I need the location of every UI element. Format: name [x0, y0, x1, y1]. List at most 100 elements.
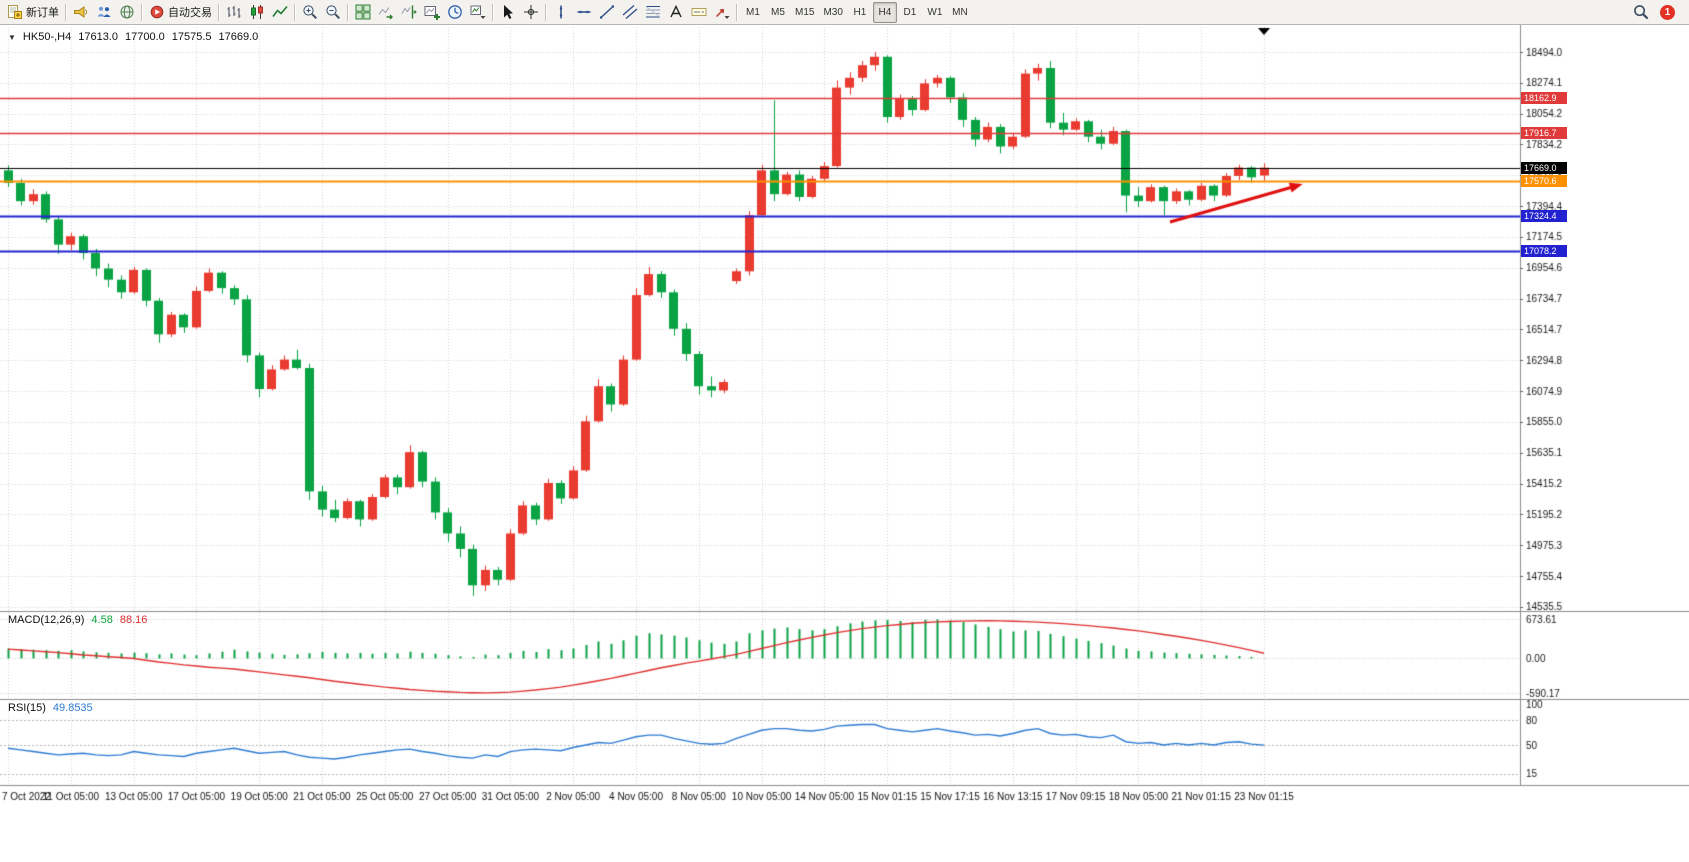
arrows-icon	[714, 4, 730, 20]
tile-windows-icon	[355, 4, 371, 20]
chart-canvas[interactable]	[0, 25, 1689, 862]
period-dropdown-button[interactable]	[444, 2, 466, 23]
zoom-out-button[interactable]	[322, 2, 344, 23]
trendline-button[interactable]	[596, 2, 618, 23]
support-line-blue-lower-badge: 17078.2	[1521, 244, 1567, 257]
clock-icon	[447, 4, 463, 20]
new-order-button[interactable]: 新订单	[4, 2, 62, 23]
new-order-button-label: 新订单	[26, 7, 59, 19]
toolbar-separator	[65, 3, 67, 21]
search-icon	[1633, 4, 1649, 20]
zoom-in-icon	[302, 4, 318, 20]
trendline-icon	[599, 4, 615, 20]
fibonacci-button[interactable]	[642, 2, 664, 23]
toolbar-separator	[347, 3, 349, 21]
channel-button[interactable]	[619, 2, 641, 23]
community-button[interactable]	[93, 2, 115, 23]
timeframe-m1-button[interactable]: M1	[741, 2, 765, 23]
channel-icon	[622, 4, 638, 20]
symbol-label: HK50-,H4	[22, 31, 72, 43]
auto-scroll-icon	[378, 4, 394, 20]
text-label-button[interactable]	[688, 2, 710, 23]
macd-signal-value: 88.16	[119, 614, 148, 626]
toolbar-separator	[545, 3, 547, 21]
low-value: 17575.5	[171, 31, 212, 43]
text-icon	[668, 4, 684, 20]
globe-icon	[119, 4, 135, 20]
crosshair-button[interactable]	[520, 2, 542, 23]
horizontal-line-button[interactable]	[573, 2, 595, 23]
rsi-value: 49.8535	[52, 702, 93, 714]
search-button[interactable]	[1630, 2, 1652, 23]
toolbar-group: 新订单	[4, 2, 62, 23]
text-button[interactable]	[665, 2, 687, 23]
alerts-button[interactable]	[70, 2, 92, 23]
timeframe-w1-button[interactable]: W1	[923, 2, 947, 23]
new-chart-button[interactable]	[421, 2, 443, 23]
line-chart-button[interactable]	[269, 2, 291, 23]
line-chart-icon	[272, 4, 288, 20]
people-icon	[96, 4, 112, 20]
macd-label: MACD(12,26,9) 4.58 88.16	[8, 614, 147, 626]
close-value: 17669.0	[218, 31, 259, 43]
timeframe-m30-button[interactable]: M30	[819, 2, 846, 23]
toolbar-right: 1	[1630, 2, 1685, 23]
candle-chart-icon	[249, 4, 265, 20]
cursor-button[interactable]	[497, 2, 519, 23]
vertical-line-button[interactable]	[550, 2, 572, 23]
timeframe-d1-button[interactable]: D1	[898, 2, 922, 23]
collapse-icon[interactable]: ▼	[8, 32, 16, 42]
toolbar-group: 自动交易	[146, 2, 215, 23]
toolbar-separator	[294, 3, 296, 21]
new-chart-icon	[424, 4, 440, 20]
open-value: 17613.0	[78, 31, 118, 43]
current-price-line-badge: 17669.0	[1521, 161, 1567, 174]
crosshair-icon	[523, 4, 539, 20]
market-watch-button[interactable]	[116, 2, 138, 23]
macd-name: MACD(12,26,9)	[8, 614, 85, 626]
support-line-blue-upper-badge: 17324.4	[1521, 209, 1567, 222]
timeframe-mn-button[interactable]: MN	[948, 2, 972, 23]
notification-badge[interactable]: 1	[1660, 4, 1675, 20]
timeframe-h4-button[interactable]: H4	[872, 1, 897, 23]
resistance-line-upper-badge: 18162.9	[1521, 92, 1567, 105]
toolbar-group	[299, 2, 344, 23]
toolbar-group	[352, 2, 489, 23]
chart-shift-button[interactable]	[398, 2, 420, 23]
support-line-orange-badge: 17570.6	[1521, 175, 1567, 188]
candlestick-chart-button[interactable]	[246, 2, 268, 23]
toolbar-group	[497, 2, 542, 23]
timeframe-h1-button[interactable]: H1	[848, 2, 872, 23]
bar-chart-button[interactable]	[223, 2, 245, 23]
templates-button[interactable]	[467, 2, 489, 23]
zoom-in-button[interactable]	[299, 2, 321, 23]
toolbar-separator	[141, 3, 143, 21]
high-value: 17700.0	[124, 31, 165, 43]
auto-scroll-button[interactable]	[375, 2, 397, 23]
timeframe-m15-button[interactable]: M15	[791, 2, 818, 23]
macd-main-value: 4.58	[91, 614, 113, 626]
vline-icon	[553, 4, 569, 20]
toolbar-group	[223, 2, 291, 23]
rsi-name: RSI(15)	[8, 702, 46, 714]
toolbar-separator	[492, 3, 494, 21]
label-icon	[691, 4, 707, 20]
resistance-line-lower-badge: 17916.7	[1521, 126, 1567, 139]
chart-area: ▼ HK50-,H4 17613.0 17700.0 17575.5 17669…	[0, 25, 1689, 862]
bar-chart-icon	[226, 4, 242, 20]
autotrading-button-label: 自动交易	[168, 7, 212, 19]
toolbar-separator	[218, 3, 220, 21]
horn-icon	[73, 4, 89, 20]
rsi-label: RSI(15) 49.8535	[8, 702, 93, 714]
tile-windows-button[interactable]	[352, 2, 374, 23]
timeframe-m5-button[interactable]: M5	[766, 2, 790, 23]
fibo-icon	[645, 4, 661, 20]
autotrading-button[interactable]: 自动交易	[146, 2, 215, 23]
toolbar-group	[70, 2, 138, 23]
new-order-icon	[7, 4, 23, 20]
chart-shift-icon	[401, 4, 417, 20]
toolbar-separator	[736, 3, 738, 21]
toolbar: 新订单 自动交易 M1 M5 M15 M30 H1 H4 D1 W1 MN 1	[0, 0, 1689, 25]
autotrading-icon	[149, 4, 165, 20]
arrows-button[interactable]	[711, 2, 733, 23]
